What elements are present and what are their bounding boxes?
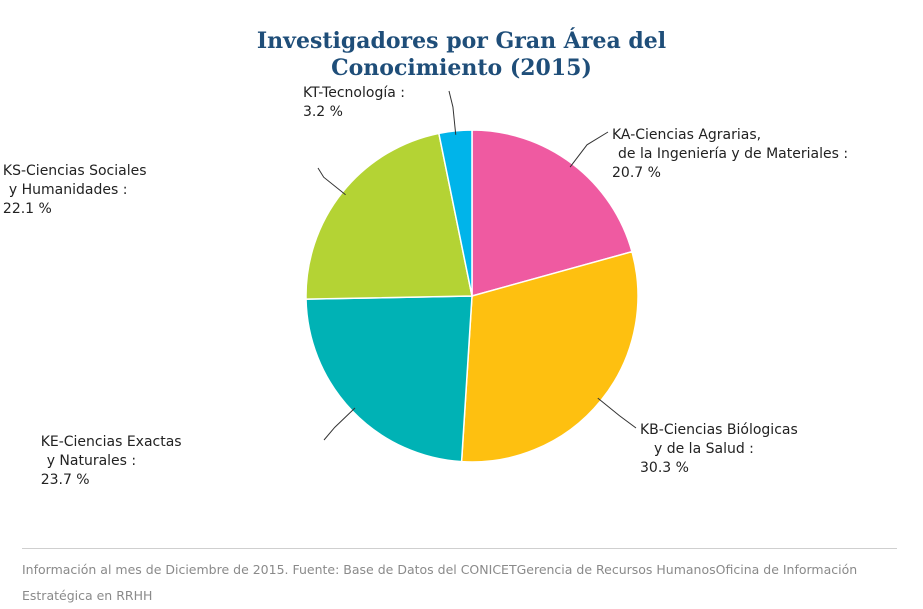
slice-kt-value-label: 3.2 % [303,104,343,120]
slice-kt-leader-line [448,90,457,135]
slice-kb-label: KB-Ciencias Biólogicas y de la Salud : 30.… [640,422,798,476]
slice-ka-leader-line [569,131,609,168]
slice-ks-value-label: 22.1 % [3,201,52,217]
slice-ke-leader-line [323,407,356,441]
slice-ka-name-line: KA-Ciencias Agrarias, [612,127,761,143]
slice-kt-name-line: KT-Tecnología : [303,85,405,101]
slice-kb-leader-line [597,397,637,429]
slice-ke-value-label: 23.7 % [41,472,90,488]
slice-ks-name-line: y Humanidades : [9,182,128,198]
slice-ka-value-label: 20.7 % [612,165,661,181]
chart-title-line-2: Conocimiento (2015) [331,55,592,81]
slice-ke-label: KE-Ciencias Exactas y Naturales : 23.7 % [41,434,182,488]
footer-source-note: Información al mes de Diciembre de 2015.… [22,562,858,603]
slice-kb-name-line: y de la Salud : [654,441,754,457]
slice-kb-name-line: KB-Ciencias Biólogicas [640,422,798,438]
slice-ks-label: KS-Ciencias Sociales y Humanidades : 22.1 … [3,163,147,217]
slice-ke-name-line: y Naturales : [47,453,136,469]
slice-ka-label: KA-Ciencias Agrarias, de la Ingeniería y … [612,127,848,181]
slice-ks-name-line: KS-Ciencias Sociales [3,163,147,179]
slice-kb-value-label: 30.3 % [640,460,689,476]
slice-ke [305,295,473,463]
chart-title-line-1: Investigadores por Gran Área del [256,28,667,54]
slice-ke-name-line: KE-Ciencias Exactas [41,434,182,450]
slice-ks-leader-line [317,167,346,196]
slice-kt-label: KT-Tecnología : 3.2 % [303,85,405,120]
footer-divider [22,548,897,549]
chart-title: Investigadores por Gran Área del Conocim… [0,28,923,82]
slice-ka-name-line: de la Ingeniería y de Materiales : [618,146,848,162]
